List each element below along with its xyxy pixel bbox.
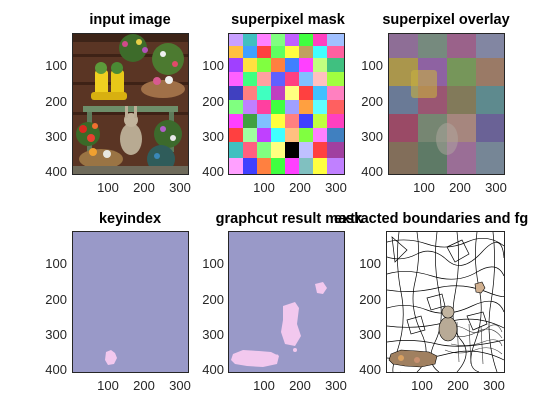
y-tick-label: 400 [45,362,67,377]
y-tick-label: 400 [202,164,224,179]
x-tick-label: 100 [253,378,275,393]
boundaries-panel [386,231,505,373]
y-tick-label: 100 [361,58,383,73]
y-tick-label: 100 [202,58,224,73]
y-tick-label: 100 [45,58,67,73]
superpixel-mask-panel [228,33,345,175]
y-tick-label: 300 [202,327,224,342]
y-tick-label: 400 [359,362,381,377]
boundaries-image [387,232,504,372]
x-tick-label: 200 [133,180,155,195]
x-tick-label: 100 [253,180,275,195]
title-keyindex: keyindex [98,211,162,227]
y-tick-label: 100 [202,256,224,271]
x-tick-label: 300 [325,378,347,393]
y-tick-label: 200 [45,292,67,307]
x-tick-label: 100 [97,180,119,195]
x-tick-label: 300 [485,180,507,195]
input-image-panel [72,33,189,175]
title-superpixel-mask: superpixel mask [231,12,345,28]
graphcut-mask [229,232,344,372]
y-tick-label: 400 [202,362,224,377]
y-tick-label: 100 [45,256,67,271]
x-tick-label: 300 [169,378,191,393]
y-tick-label: 200 [202,292,224,307]
x-tick-label: 200 [289,180,311,195]
y-tick-label: 300 [45,129,67,144]
x-tick-label: 300 [169,180,191,195]
y-tick-label: 300 [45,327,67,342]
superpixel-mask [229,34,344,174]
y-tick-label: 200 [202,94,224,109]
title-extracted-boundaries: extracted boundaries and fg [334,211,529,227]
y-tick-label: 400 [45,164,67,179]
keyindex-mask [73,232,188,372]
y-tick-label: 200 [45,94,67,109]
x-tick-label: 300 [483,378,505,393]
y-tick-label: 100 [359,256,381,271]
graphcut-mask-panel [228,231,345,373]
input-image [73,34,188,174]
y-tick-label: 400 [361,164,383,179]
x-tick-label: 200 [449,180,471,195]
title-input-image: input image [89,12,171,28]
y-tick-label: 200 [359,292,381,307]
x-tick-label: 200 [133,378,155,393]
title-graphcut-result-mask: graphcut result mask [215,211,363,227]
superpixel-overlay [389,34,504,174]
x-tick-label: 100 [413,180,435,195]
title-superpixel-overlay: superpixel overlay [382,12,510,28]
y-tick-label: 300 [361,129,383,144]
x-tick-label: 300 [325,180,347,195]
y-tick-label: 300 [202,129,224,144]
y-tick-label: 300 [359,327,381,342]
keyindex-panel [72,231,189,373]
x-tick-label: 200 [447,378,469,393]
x-tick-label: 200 [289,378,311,393]
x-tick-label: 100 [411,378,433,393]
y-tick-label: 200 [361,94,383,109]
superpixel-overlay-panel [388,33,505,175]
x-tick-label: 100 [97,378,119,393]
